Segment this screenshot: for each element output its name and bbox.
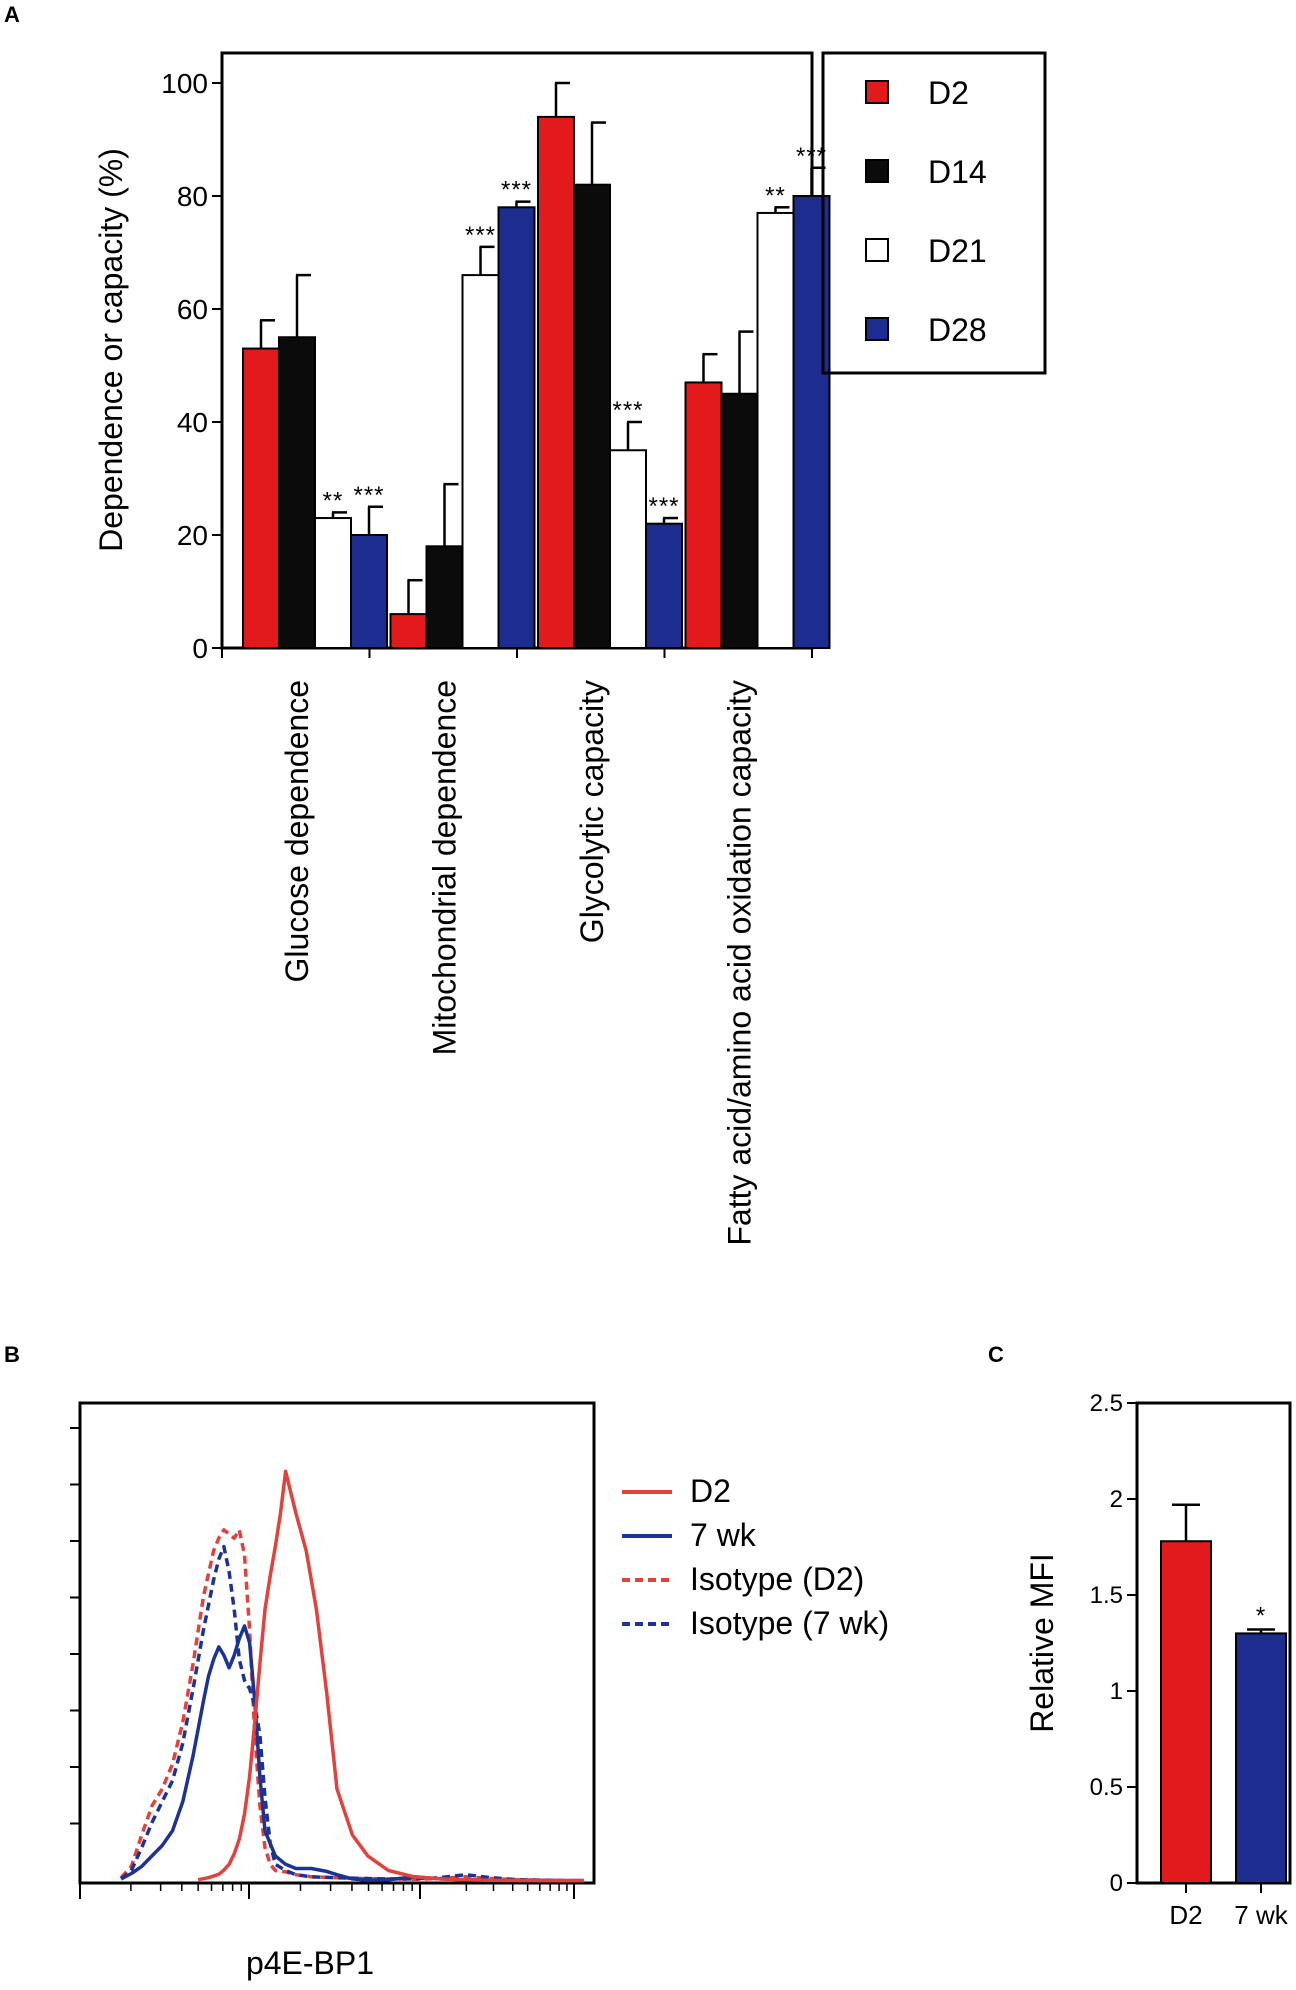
y-axis-title-c: Relative MFI	[1024, 1553, 1060, 1733]
bar-d28	[497, 206, 536, 650]
bar-d14	[278, 336, 316, 649]
chart-a: 0 20 40 60 80 100 Dependence or capacity (%) **…	[93, 51, 1047, 1246]
curve-isotype-7-wk-	[119, 1544, 584, 1883]
bar-d21	[314, 517, 352, 649]
bar-d14	[425, 545, 464, 649]
legend-label: D14	[928, 154, 987, 190]
bar-d2	[242, 347, 280, 649]
legend-swatch-d21	[865, 238, 889, 262]
legend-label-b: Isotype (7 wk)	[690, 1605, 889, 1641]
bar-c	[1160, 1540, 1212, 1884]
significance-label: ***	[612, 397, 643, 424]
plot-frame-b	[78, 1401, 596, 1885]
bar-d14	[573, 183, 611, 649]
bar-d28	[350, 534, 388, 649]
category-label: Mitochondrial dependence	[426, 680, 462, 1055]
legend-label-b: Isotype (D2)	[690, 1561, 864, 1597]
x-axis-title-b: p4E-BP1	[246, 1945, 374, 1981]
legend-swatch-d28	[865, 317, 889, 341]
category-label: Glucose dependence	[279, 680, 315, 982]
category-label: Glycolytic capacity	[574, 680, 610, 943]
y-tick-label-a: 100	[161, 68, 208, 99]
bar-d28	[645, 522, 683, 650]
significance-label: ***	[465, 222, 496, 249]
y-tick-label-c: 1	[1110, 1678, 1123, 1705]
y-tick-label-a: 40	[177, 407, 208, 438]
plot-frame-c	[1135, 1401, 1292, 1885]
bar-c	[1235, 1632, 1287, 1885]
curve-d2	[197, 1469, 584, 1883]
y-tick-label-c: 2.5	[1090, 1390, 1123, 1417]
panel-a-label: A	[4, 2, 20, 27]
legend-label: D2	[928, 75, 969, 111]
significance-label: ***	[648, 493, 679, 520]
bar-d2	[537, 115, 575, 649]
significance-label: ***	[796, 143, 827, 170]
legend-label-b: D2	[690, 1473, 731, 1509]
significance-label: **	[765, 182, 786, 209]
y-tick-label-c: 0.5	[1090, 1774, 1123, 1801]
bar-d21	[756, 211, 795, 649]
panel-c-label: C	[988, 1342, 1004, 1367]
panel-b-label: B	[4, 1342, 20, 1367]
significance-label: **	[323, 487, 344, 514]
legend-swatch-d14	[865, 159, 889, 183]
category-label: Fatty acid/amino acid oxidation capacity	[721, 680, 757, 1246]
y-axis-title-a: Dependence or capacity (%)	[93, 148, 129, 552]
legend-frame-a	[821, 51, 1047, 375]
curve-7-wk	[120, 1624, 584, 1883]
bar-d21	[609, 449, 647, 649]
category-label-c: 7 wk	[1234, 1900, 1288, 1930]
significance-label: ***	[501, 177, 532, 204]
y-tick-label-a: 20	[177, 520, 208, 551]
y-tick-label-c: 2	[1110, 1486, 1123, 1513]
bar-d2	[684, 381, 723, 649]
y-tick-label-a: 80	[177, 181, 208, 212]
chart-c: 0 0.5 1 1.5 2 2.5 Relative MFI D2 * 7 wk	[1024, 1390, 1292, 1930]
legend-swatch-d2	[865, 80, 889, 104]
legend-label: D28	[928, 312, 987, 348]
legend-label: D21	[928, 233, 987, 269]
bar-d21	[461, 274, 500, 649]
significance-label-c: *	[1256, 1603, 1266, 1630]
legend-label-b: 7 wk	[690, 1517, 757, 1553]
y-tick-label-c: 1.5	[1090, 1582, 1123, 1609]
y-tick-label-c: 0	[1110, 1870, 1123, 1897]
chart-b: p4E-BP1 D2 7 wk Isotype (D2) Isotype (7 wk)	[70, 1401, 889, 1981]
bar-d14	[720, 392, 759, 649]
category-label-c: D2	[1169, 1900, 1202, 1930]
bar-d2	[389, 613, 428, 649]
y-tick-label-a: 60	[177, 294, 208, 325]
significance-label: ***	[353, 482, 384, 509]
y-tick-label-a: 0	[192, 633, 208, 664]
